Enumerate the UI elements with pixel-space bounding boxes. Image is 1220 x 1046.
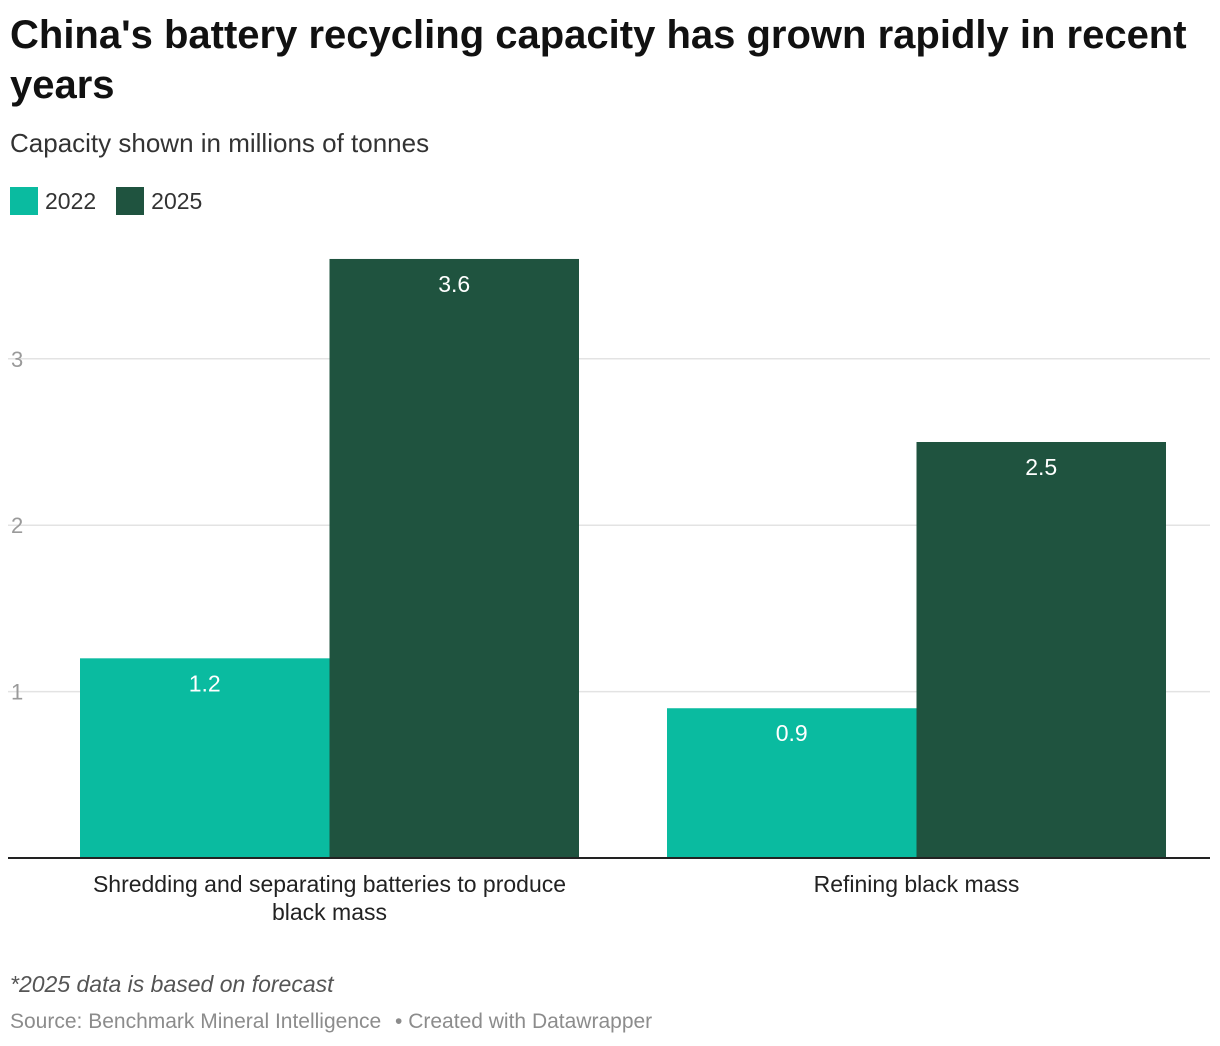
legend-label-2025: 2025 — [151, 187, 203, 214]
legend: 2022 2025 — [10, 187, 222, 215]
bar-2025-0 — [329, 258, 579, 859]
source-text: Source: Benchmark Mineral Intelligence — [10, 1010, 382, 1033]
bar-2025-1 — [916, 442, 1166, 858]
footer: Source: Benchmark Mineral Intelligence •… — [10, 1010, 660, 1034]
legend-swatch-2022 — [10, 187, 38, 215]
legend-swatch-2025 — [116, 187, 145, 215]
y-tick-label-1: 1 — [11, 680, 23, 705]
x-category-label-0: Shredding and separating batteries to pr… — [93, 871, 566, 925]
x-category-label-1: Refining black mass — [814, 871, 1020, 897]
bar-chart: 1 2 3 1.2 3.6 Shredding and separating batter… — [8, 258, 1210, 925]
data-label-2022-1: 0.9 — [776, 720, 808, 746]
data-label-2025-1: 2.5 — [1025, 454, 1057, 480]
forecast-note: *2025 data is based on forecast — [10, 971, 334, 997]
y-tick-label-3: 3 — [11, 347, 23, 372]
legend-item-2025: 2025 — [116, 187, 202, 215]
chart-subtitle: Capacity shown in millions of tonnes — [10, 128, 430, 158]
data-label-2025-0: 3.6 — [438, 271, 470, 297]
data-label-2022-0: 1.2 — [189, 670, 221, 696]
y-tick-label-2: 2 — [11, 513, 23, 538]
legend-label-2022: 2022 — [45, 187, 97, 214]
credit-text: • Created with Datawrapper — [395, 1010, 653, 1033]
bar-2022-1 — [667, 708, 917, 858]
legend-item-2022: 2022 — [10, 187, 96, 215]
chart-title: China's battery recycling capacity has g… — [10, 13, 1187, 107]
bar-2022-0 — [80, 658, 330, 858]
